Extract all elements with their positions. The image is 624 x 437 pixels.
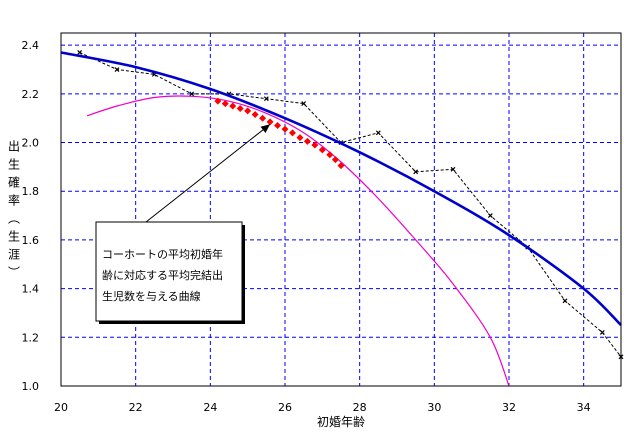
series-point-cohort bbox=[214, 97, 222, 105]
series-point-cohort bbox=[296, 134, 304, 142]
y-tick-label: 2.2 bbox=[22, 88, 40, 101]
series-point-cohort bbox=[229, 102, 237, 110]
x-tick-labels: 20 22 24 26 28 30 32 34 bbox=[54, 401, 591, 414]
series-point-cohort bbox=[236, 104, 244, 112]
series-point-cohort bbox=[288, 129, 296, 137]
series-point-observed bbox=[263, 96, 269, 102]
annotation-arrow-line bbox=[145, 123, 271, 223]
annotation-text-line: 生児数を与える曲線 bbox=[102, 289, 201, 303]
series-curve-2 bbox=[86, 95, 510, 387]
annotation-text-line: コーホートの平均初婚年 bbox=[102, 247, 223, 261]
series-point-observed bbox=[77, 50, 83, 55]
series-point-cohort bbox=[326, 151, 334, 159]
x-tick-label: 28 bbox=[353, 401, 367, 414]
series-point-observed bbox=[301, 101, 307, 107]
series-layer bbox=[60, 50, 624, 387]
x-tick-label: 26 bbox=[278, 401, 292, 414]
y-tick-label: 2.0 bbox=[22, 137, 40, 150]
annotation-text-line: 齢に対応する平均完結出 bbox=[102, 268, 223, 282]
series-curve-1 bbox=[60, 51, 622, 327]
series-point-observed bbox=[413, 169, 419, 175]
x-tick-label: 34 bbox=[577, 401, 591, 414]
x-tick-label: 24 bbox=[203, 401, 217, 414]
x-axis-label: 初婚年齢 bbox=[317, 414, 365, 429]
series-point-cohort bbox=[337, 162, 345, 170]
plot-frame bbox=[60, 32, 622, 387]
series-point-observed bbox=[562, 298, 568, 304]
series-point-observed bbox=[189, 91, 195, 97]
series-point-observed bbox=[487, 213, 493, 219]
series-point-cohort bbox=[251, 111, 259, 119]
y-tick-label: 2.4 bbox=[22, 39, 40, 52]
x-tick-label: 30 bbox=[427, 401, 441, 414]
series-point-cohort bbox=[318, 146, 326, 154]
y-axis-label: 出生確率︵生涯︶ bbox=[8, 140, 20, 280]
series-point-observed bbox=[450, 166, 456, 172]
series-point-cohort bbox=[266, 118, 274, 126]
series-point-cohort bbox=[259, 114, 267, 122]
y-tick-label: 1.4 bbox=[22, 283, 40, 296]
y-tick-labels: 1.0 1.2 1.4 1.6 1.8 2.0 2.2 2.4 bbox=[22, 39, 40, 393]
series-point-cohort bbox=[281, 125, 289, 133]
series-point-cohort bbox=[244, 107, 252, 115]
y-tick-label: 1.2 bbox=[22, 331, 40, 344]
y-tick-label: 1.8 bbox=[22, 185, 40, 198]
series-point-observed bbox=[375, 130, 381, 136]
series-point-observed bbox=[114, 67, 120, 72]
x-tick-label: 20 bbox=[54, 401, 68, 414]
x-tick-label: 22 bbox=[129, 401, 143, 414]
series-point-cohort bbox=[303, 137, 311, 145]
x-tick-label: 32 bbox=[502, 401, 516, 414]
y-tick-label: 1.0 bbox=[22, 380, 40, 393]
y-tick-label: 1.6 bbox=[22, 234, 40, 247]
series-point-cohort bbox=[331, 156, 339, 164]
series-line-observed bbox=[79, 52, 622, 358]
series-point-observed bbox=[599, 330, 605, 335]
series-point-cohort bbox=[311, 141, 319, 149]
series-point-cohort bbox=[274, 122, 282, 130]
annotation-box bbox=[95, 221, 243, 322]
series-point-cohort bbox=[221, 100, 229, 108]
annotation-arrow-head bbox=[260, 124, 271, 134]
